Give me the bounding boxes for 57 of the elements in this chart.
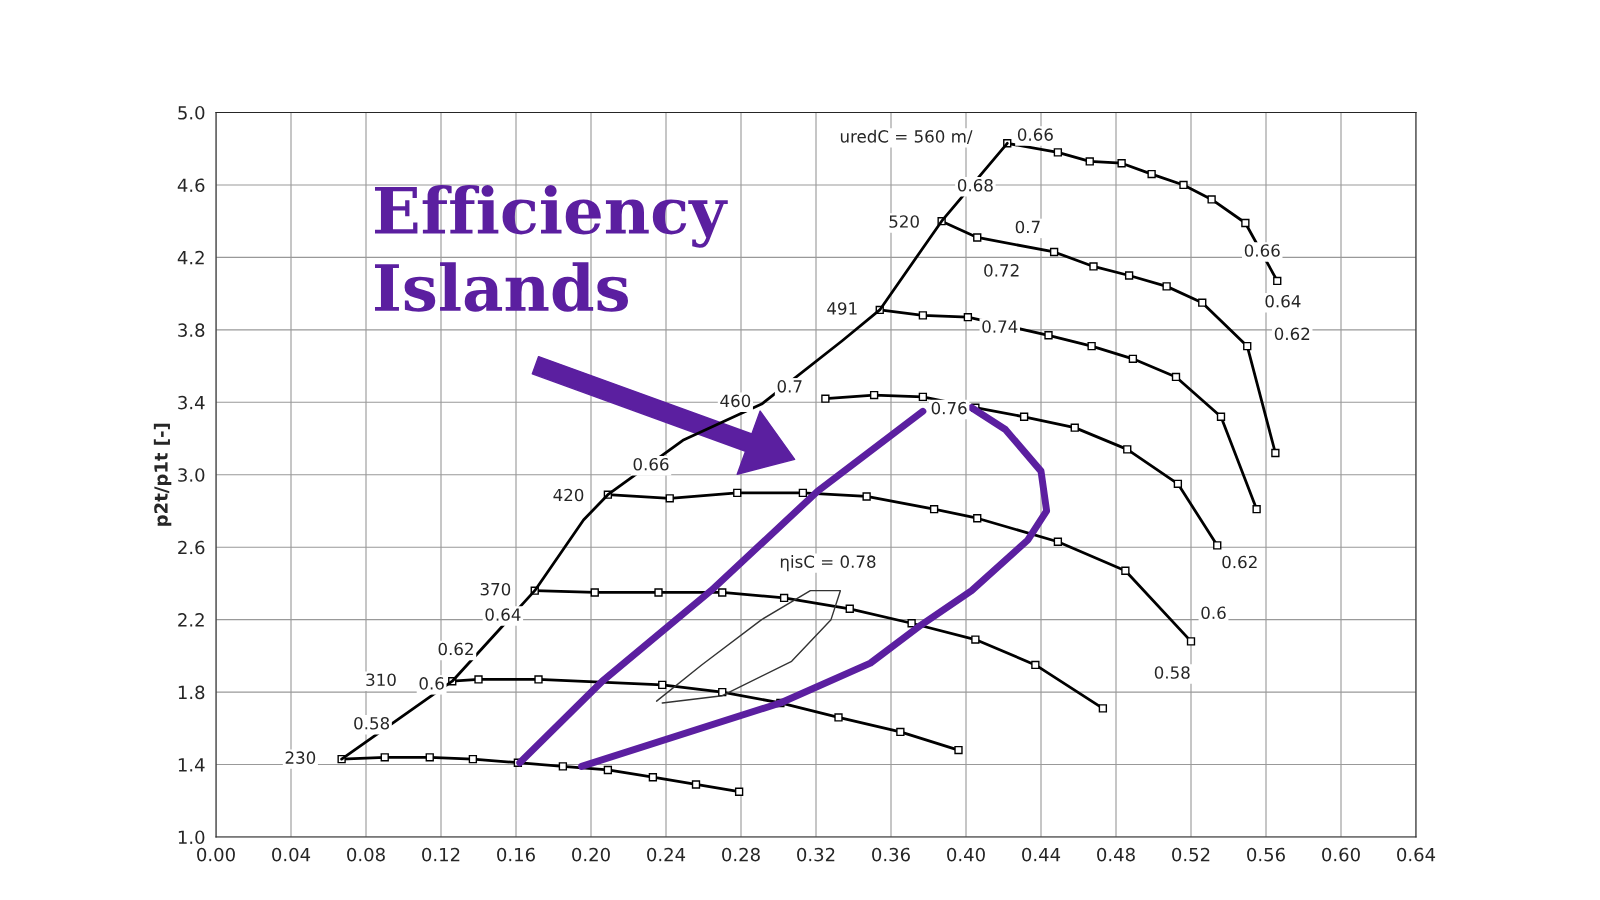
annotation: 0.64: [1265, 294, 1301, 308]
y-tick-label: 2.2: [178, 613, 204, 627]
x-tick-label: 0.04: [272, 847, 311, 862]
x-tick-label: 0.20: [572, 847, 610, 862]
x-tick-label: 0.00: [197, 847, 235, 862]
annotation: 0.72: [984, 264, 1019, 277]
annotation: 0.58: [354, 716, 390, 730]
annotation: 420: [553, 488, 584, 502]
annotation: 310: [366, 673, 396, 687]
annotation: 520: [889, 215, 919, 228]
x-tick-label: 0.16: [497, 847, 535, 862]
annotation: 0.76: [931, 401, 967, 415]
annotation: 0.66: [633, 457, 669, 471]
annotation: ηisC = 0.78: [780, 555, 876, 572]
y-tick-label: 3.0: [178, 468, 205, 482]
annotation: 0.62: [1274, 327, 1310, 341]
annotation: 0.6: [419, 677, 444, 690]
annotation: Efficiency Islands: [374, 184, 728, 312]
x-tick-label: 0.60: [1322, 847, 1360, 862]
y-tick-label: 2.6: [178, 540, 205, 555]
x-tick-label: 0.44: [1022, 847, 1061, 862]
annotation: 0.7: [777, 380, 802, 393]
x-tick-label: 0.48: [1097, 847, 1135, 862]
y-tick-label: 5.0: [178, 105, 205, 120]
y-tick-label: 3.4: [178, 395, 205, 410]
annotation: 460: [720, 394, 751, 408]
annotation: 0.7: [1015, 220, 1040, 234]
annotation: 0.68: [957, 178, 993, 192]
x-tick-label: 0.12: [422, 847, 460, 862]
x-tick-label: 0.24: [647, 847, 686, 862]
annotation: 0.64: [485, 608, 521, 621]
y-tick-label: 4.2: [177, 250, 204, 265]
annotation: uredC = 560 m/: [840, 129, 973, 144]
y-tick-label: 1.4: [178, 758, 205, 772]
y-tick-label: 1.8: [178, 685, 205, 700]
annotation: 0.66: [1017, 128, 1053, 141]
annotation: 230: [285, 751, 316, 764]
annotation: 0.6: [1201, 606, 1226, 620]
x-tick-label: 0.36: [872, 847, 910, 862]
y-axis-title: p2t/p1t [-]: [153, 423, 172, 526]
annotation: 0.58: [1154, 666, 1190, 679]
annotation: 0.74: [982, 320, 1018, 333]
x-tick-label: 0.32: [797, 847, 835, 862]
y-tick-label: 1.0: [178, 830, 205, 845]
y-tick-label: 3.8: [178, 323, 205, 337]
x-tick-label: 0.52: [1172, 847, 1210, 862]
x-tick-label: 0.40: [947, 847, 985, 862]
x-tick-label: 0.08: [347, 847, 385, 862]
x-tick-label: 0.28: [722, 847, 760, 862]
annotation: 0.66: [1244, 244, 1280, 257]
annotation: 0.62: [438, 642, 473, 656]
annotation: 491: [827, 302, 857, 315]
x-tick-label: 0.56: [1247, 847, 1285, 862]
annotation: 370: [480, 582, 511, 596]
y-tick-label: 4.6: [177, 178, 205, 193]
annotation: 0.62: [1222, 555, 1257, 569]
x-tick-label: 0.64: [1397, 847, 1436, 862]
